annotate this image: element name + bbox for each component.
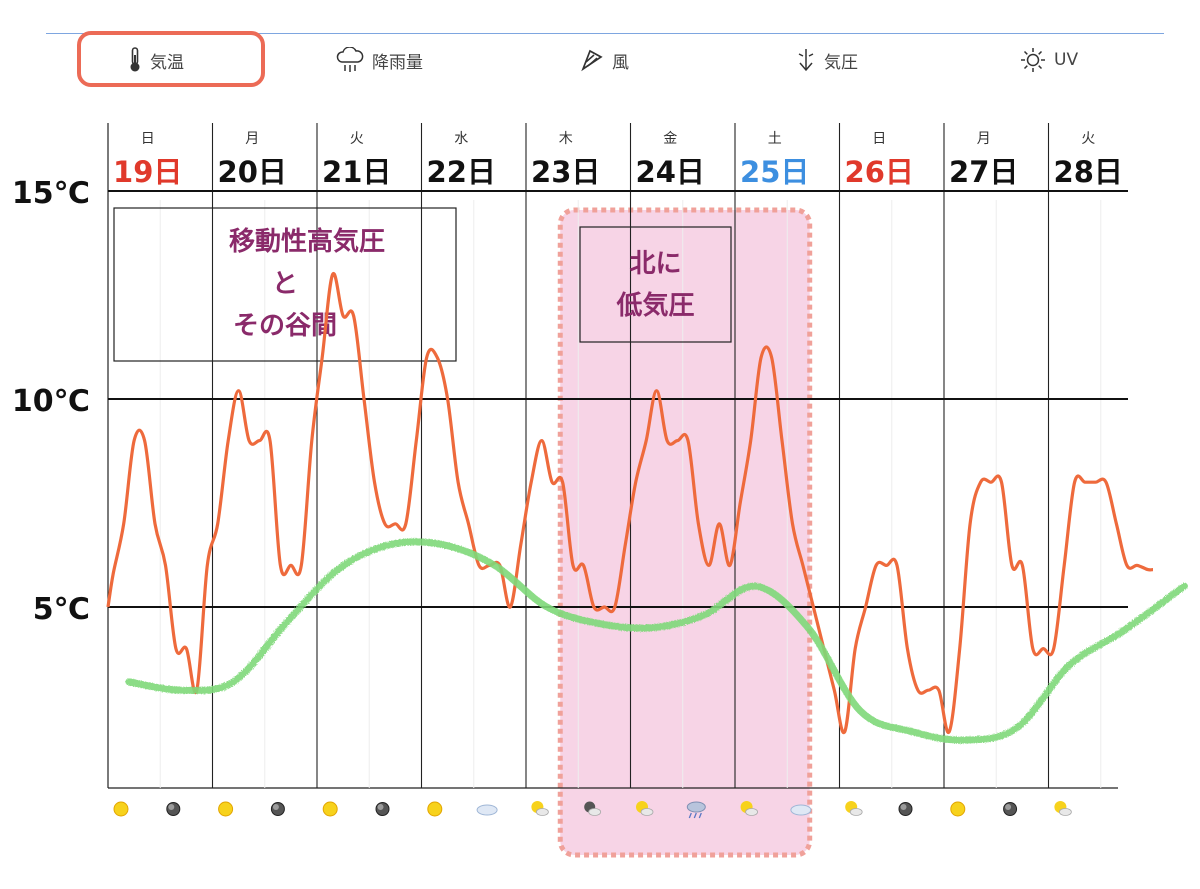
- moon-cloud-weather-icon: [584, 801, 602, 816]
- weekday-label: 日: [141, 131, 155, 147]
- sun-cloud-weather-icon: [636, 801, 654, 816]
- weekday-label: 土: [768, 131, 782, 147]
- rain-weather-icon: [686, 801, 706, 819]
- y-tick-label: 5℃: [33, 592, 90, 627]
- date-label: 24日: [636, 155, 705, 189]
- sun-icon: [950, 801, 966, 817]
- sun-weather-icon: [950, 801, 966, 817]
- moon-shine: [168, 804, 175, 810]
- moon-weather-icon: [166, 802, 181, 816]
- date-label: 23日: [531, 155, 600, 189]
- cloud-icon: [745, 808, 758, 816]
- tab-label: UV: [1054, 50, 1079, 70]
- weekday-label: 月: [977, 131, 991, 147]
- cloud-icon: [476, 804, 498, 816]
- top-divider: [46, 33, 1164, 34]
- high-pressure-annotation-box: [113, 207, 457, 362]
- date-label: 26日: [845, 155, 914, 189]
- sun-icon: [1020, 47, 1046, 73]
- annotation-text: と: [272, 269, 298, 299]
- annotation-text: 低気圧: [615, 290, 694, 321]
- thermometer-icon: [128, 47, 142, 73]
- sun-weather-icon: [218, 801, 234, 817]
- cloud-icon: [588, 808, 602, 816]
- cloud-icon: [790, 804, 812, 816]
- tab-rainfall[interactable]: 降雨量: [336, 44, 423, 76]
- tab-label: 風: [612, 52, 629, 73]
- sun-cloud-weather-icon: [845, 801, 863, 816]
- tab-temperature[interactable]: 気温: [128, 44, 184, 76]
- moon-shine: [272, 804, 279, 810]
- sun-icon: [427, 801, 443, 817]
- moon-weather-icon: [1003, 802, 1018, 816]
- cloud-icon: [849, 808, 863, 816]
- tab-label: 気圧: [824, 52, 858, 73]
- date-label: 19日: [113, 155, 182, 189]
- weekday-label: 火: [350, 131, 364, 147]
- sun-icon: [322, 801, 338, 817]
- sun-weather-icon: [427, 801, 443, 817]
- metric-tab-bar: 気温 降雨量 風 気圧 UV: [0, 30, 1200, 90]
- annotation-text: 移動性高気圧: [229, 226, 385, 257]
- tab-label: 気温: [150, 52, 184, 73]
- period-highlight-box: [557, 207, 813, 858]
- weekday-label: 火: [1081, 131, 1095, 147]
- moon-shine: [377, 804, 384, 810]
- weekday-label: 水: [454, 131, 468, 147]
- tab-uv[interactable]: UV: [1020, 44, 1078, 76]
- moon-weather-icon: [375, 802, 390, 816]
- moon-weather-icon: [270, 802, 285, 816]
- moon-shine: [900, 804, 907, 810]
- weekday-label: 月: [245, 131, 259, 147]
- tab-pressure[interactable]: 気圧: [796, 44, 858, 76]
- tab-wind[interactable]: 風: [580, 44, 629, 76]
- date-label: 22日: [427, 155, 496, 189]
- cloud-icon: [536, 808, 549, 816]
- weekday-label: 日: [872, 131, 886, 147]
- moon-shine: [1005, 804, 1012, 810]
- temperature-series-line: [106, 272, 1154, 735]
- y-tick-label: 15℃: [12, 176, 90, 211]
- date-label: 21日: [322, 155, 391, 189]
- rain-drops: [688, 812, 702, 819]
- trend-series-line: [125, 538, 1188, 744]
- cloud-weather-icon: [476, 804, 498, 816]
- moon-weather-icon: [898, 802, 913, 816]
- date-label: 27日: [949, 155, 1018, 189]
- sun-icon: [113, 801, 129, 817]
- cloud-icon: [1059, 808, 1072, 816]
- date-label: 20日: [218, 155, 287, 189]
- sun-weather-icon: [113, 801, 129, 817]
- rain-cloud-icon: [336, 47, 364, 73]
- weekday-label: 金: [663, 131, 677, 147]
- date-label: 28日: [1054, 155, 1123, 189]
- low-pressure-annotation-box: [579, 226, 732, 343]
- sun-icon: [218, 801, 234, 817]
- wind-icon: [580, 48, 604, 72]
- sun-cloud-weather-icon: [740, 801, 758, 816]
- annotation-text: 北に: [629, 249, 681, 279]
- y-tick-label: 10℃: [12, 384, 90, 419]
- sun-weather-icon: [322, 801, 338, 817]
- sun-cloud-weather-icon: [1054, 801, 1072, 816]
- cloud-weather-icon: [790, 804, 812, 816]
- annotation-text: その谷間: [233, 311, 337, 341]
- rain-cloud-icon: [686, 801, 706, 813]
- tab-label: 降雨量: [372, 52, 423, 73]
- date-label: 25日: [740, 155, 809, 189]
- sun-cloud-weather-icon: [531, 801, 549, 816]
- weekday-label: 木: [559, 131, 573, 147]
- cloud-icon: [640, 808, 654, 816]
- pressure-arrow-icon: [796, 47, 816, 73]
